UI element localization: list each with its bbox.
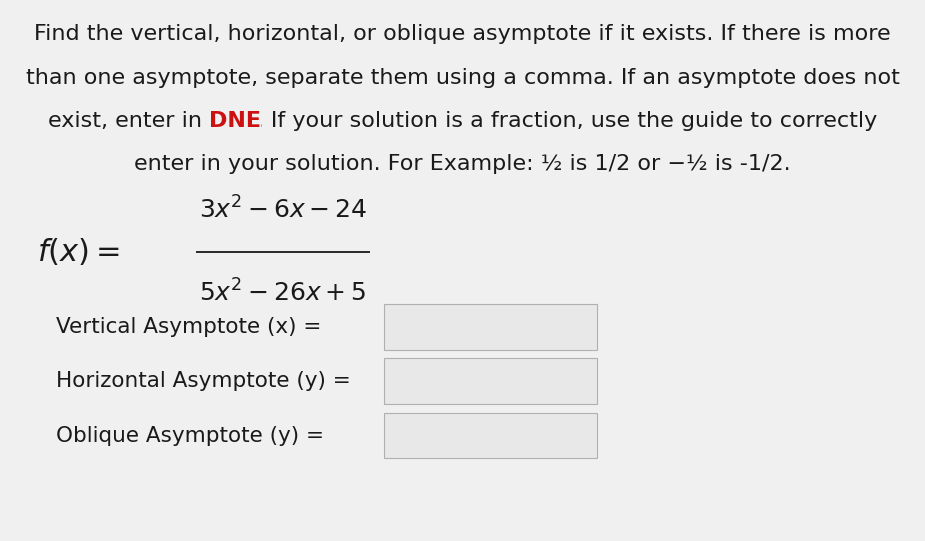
Text: DNE: DNE: [0, 525, 47, 541]
Text: Find the vertical, horizontal, or oblique asymptote if it exists. If there is mo: Find the vertical, horizontal, or obliqu…: [34, 24, 891, 44]
Bar: [208, 110, 260, 134]
FancyBboxPatch shape: [384, 304, 597, 351]
Text: $5x^2-26x+5$: $5x^2-26x+5$: [199, 280, 366, 307]
Text: Vertical Asymptote (x) =: Vertical Asymptote (x) =: [56, 318, 321, 337]
Text: exist, enter in: exist, enter in: [0, 525, 161, 541]
Text: Oblique Asymptote (y) =: Oblique Asymptote (y) =: [56, 426, 324, 445]
Text: exist, enter in DNE. If your solution is a fraction, use the guide to correctly: exist, enter in DNE. If your solution is…: [48, 111, 877, 131]
FancyBboxPatch shape: [384, 359, 597, 405]
Text: enter in your solution. For Example: ½ is 1/2 or −½ is -1/2.: enter in your solution. For Example: ½ i…: [134, 154, 791, 174]
Text: $f(x)=$: $f(x)=$: [37, 236, 120, 267]
Text: $3x^2-6x-24$: $3x^2-6x-24$: [199, 196, 367, 223]
FancyBboxPatch shape: [384, 413, 597, 459]
Text: exist, enter in DNE. If your solution is a fraction, use the guide to correctly: exist, enter in DNE. If your solution is…: [48, 111, 877, 131]
Text: than one asymptote, separate them using a comma. If an asymptote does not: than one asymptote, separate them using …: [26, 68, 899, 88]
Text: $3x^2-6x-24$: $3x^2-6x-24$: [199, 196, 367, 223]
Text: Horizontal Asymptote (y) =: Horizontal Asymptote (y) =: [56, 372, 351, 391]
Text: DNE: DNE: [209, 111, 261, 131]
